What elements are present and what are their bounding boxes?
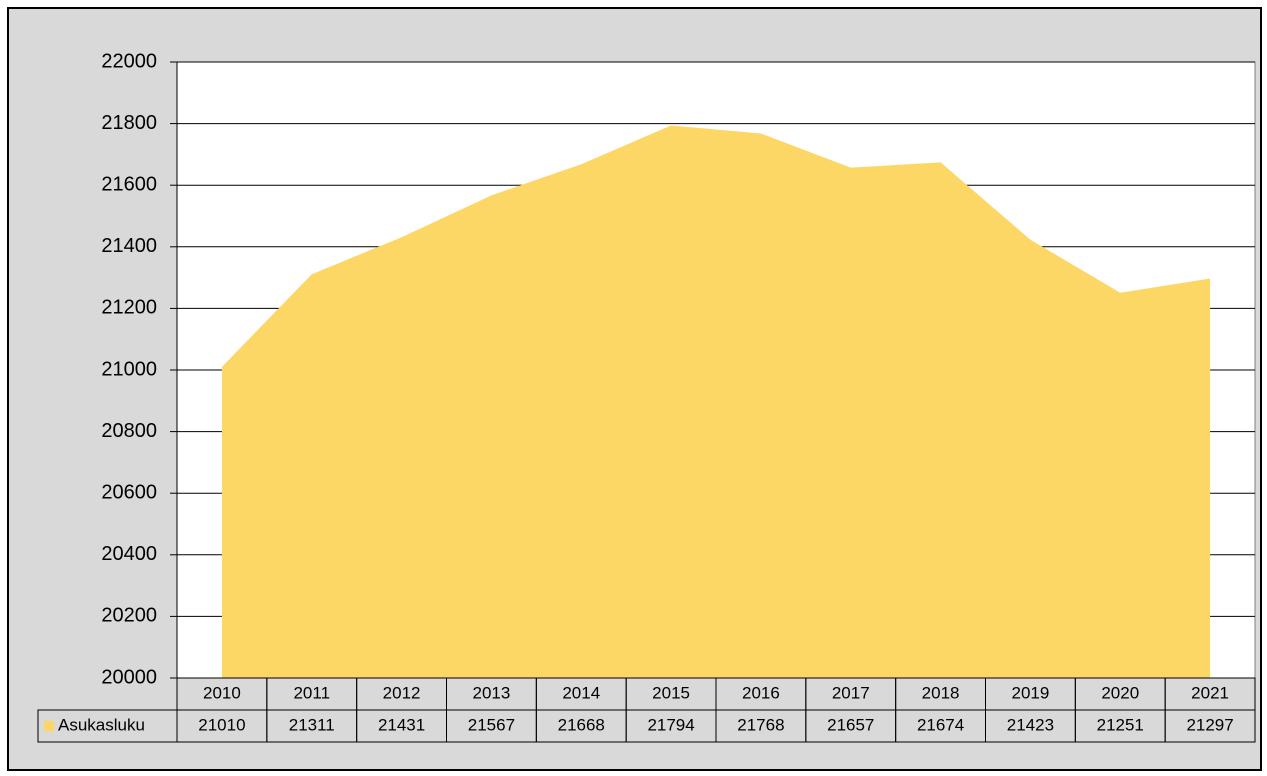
table-value: 21431 [378, 715, 425, 734]
x-tick-label: 2019 [1012, 683, 1050, 702]
x-tick-label: 2021 [1191, 683, 1229, 702]
y-tick-label: 21000 [101, 358, 157, 380]
y-tick-label: 20000 [101, 666, 157, 688]
area [221, 125, 1211, 678]
table-value: 21768 [737, 715, 784, 734]
y-tick-label: 20400 [101, 543, 157, 565]
y-tick-label: 21600 [101, 173, 157, 195]
table-value: 21567 [468, 715, 515, 734]
table-cell [1164, 709, 1256, 743]
x-tick-label: 2012 [383, 683, 421, 702]
y-tick-label: 20800 [101, 420, 157, 442]
y-tick-label: 20600 [101, 481, 157, 503]
x-tick-label: 2010 [203, 683, 241, 702]
table-value: 21311 [289, 715, 335, 734]
x-tick-label: 2013 [473, 683, 511, 702]
table-value: 21794 [647, 715, 694, 734]
table-value: 21251 [1097, 715, 1144, 734]
y-tick-label: 20200 [101, 605, 157, 627]
y-tick-label: 22000 [101, 50, 157, 72]
y-tick-label: 21200 [101, 297, 157, 319]
table-value: 21657 [827, 715, 874, 734]
x-tick-label: 2020 [1101, 683, 1139, 702]
x-tick-label: 2016 [742, 683, 780, 702]
x-tick-label: 2017 [832, 683, 870, 702]
x-tick-label: 2011 [293, 683, 330, 702]
x-tick-label: 2015 [652, 683, 690, 702]
table-value: 21297 [1186, 715, 1233, 734]
x-tick-label: 2018 [922, 683, 960, 702]
table-value: 21674 [917, 715, 964, 734]
table-value: 21010 [198, 715, 245, 734]
legend-label: Asukasluku [58, 715, 145, 734]
x-tick-label: 2014 [562, 683, 600, 702]
y-tick-label: 21400 [101, 235, 157, 257]
legend-key [44, 721, 54, 731]
y-tick-label: 21800 [101, 112, 157, 134]
table-value: 21668 [558, 715, 605, 734]
table-value: 21423 [1007, 715, 1054, 734]
